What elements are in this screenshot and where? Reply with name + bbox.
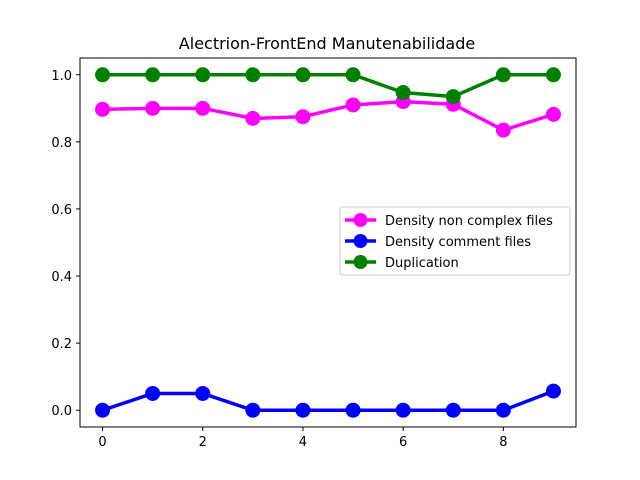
data-point-0-5 (345, 97, 361, 113)
data-point-1-2 (195, 385, 211, 401)
data-point-1-7 (445, 402, 461, 418)
y-tick-label-5: 1.0 (51, 69, 72, 84)
x-tick-label-3: 6 (399, 435, 407, 450)
data-point-2-3 (245, 67, 261, 83)
data-point-1-0 (95, 402, 111, 418)
data-point-2-9 (545, 67, 561, 83)
legend-box (339, 206, 571, 276)
x-tick-label-1: 2 (199, 435, 207, 450)
x-tick-label-0: 0 (98, 435, 106, 450)
plot-area (95, 67, 561, 418)
legend: Density non complex files Density comment… (339, 206, 571, 276)
data-point-1-3 (245, 402, 261, 418)
chart-title: Alectrion-FrontEnd Manutenabilidade (179, 34, 475, 53)
data-point-2-7 (445, 89, 461, 105)
data-point-2-0 (95, 67, 111, 83)
data-point-1-1 (145, 385, 161, 401)
legend-label-0: Density non complex files (385, 214, 553, 229)
y-tick-label-0: 0.0 (51, 404, 72, 419)
data-point-0-3 (245, 110, 261, 126)
data-point-1-9 (545, 383, 561, 399)
data-point-2-4 (295, 67, 311, 83)
axes: 0 2 4 6 8 0.0 0.2 0.4 0.6 0.8 1.0 (51, 57, 577, 450)
data-point-0-2 (195, 100, 211, 116)
series-line-1 (100, 388, 556, 413)
legend-label-1: Density comment files (385, 235, 531, 250)
data-point-2-1 (145, 67, 161, 83)
legend-marker-1 (353, 234, 368, 248)
data-point-1-8 (495, 402, 511, 418)
x-tick-label-4: 8 (499, 435, 507, 450)
data-point-1-6 (395, 402, 411, 418)
data-point-1-5 (345, 402, 361, 418)
y-tick-label-4: 0.8 (51, 136, 72, 151)
x-tick-label-2: 4 (299, 435, 307, 450)
data-point-0-4 (295, 109, 311, 125)
legend-marker-2 (353, 255, 368, 269)
data-point-0-0 (95, 101, 111, 117)
data-point-0-8 (495, 122, 511, 138)
data-point-0-1 (145, 100, 161, 116)
y-tick-label-3: 0.6 (51, 203, 72, 218)
data-point-1-4 (295, 402, 311, 418)
data-point-2-2 (195, 67, 211, 83)
data-point-2-5 (345, 67, 361, 83)
data-point-2-8 (495, 67, 511, 83)
data-point-2-6 (395, 85, 411, 101)
series-line-2 (100, 73, 556, 99)
y-tick-label-2: 0.4 (51, 270, 72, 285)
data-point-0-9 (545, 106, 561, 122)
legend-marker-0 (353, 213, 368, 227)
y-tick-label-1: 0.2 (51, 337, 72, 352)
legend-label-2: Duplication (385, 256, 459, 271)
plot-frame (79, 57, 577, 428)
series-line-0 (100, 99, 556, 132)
